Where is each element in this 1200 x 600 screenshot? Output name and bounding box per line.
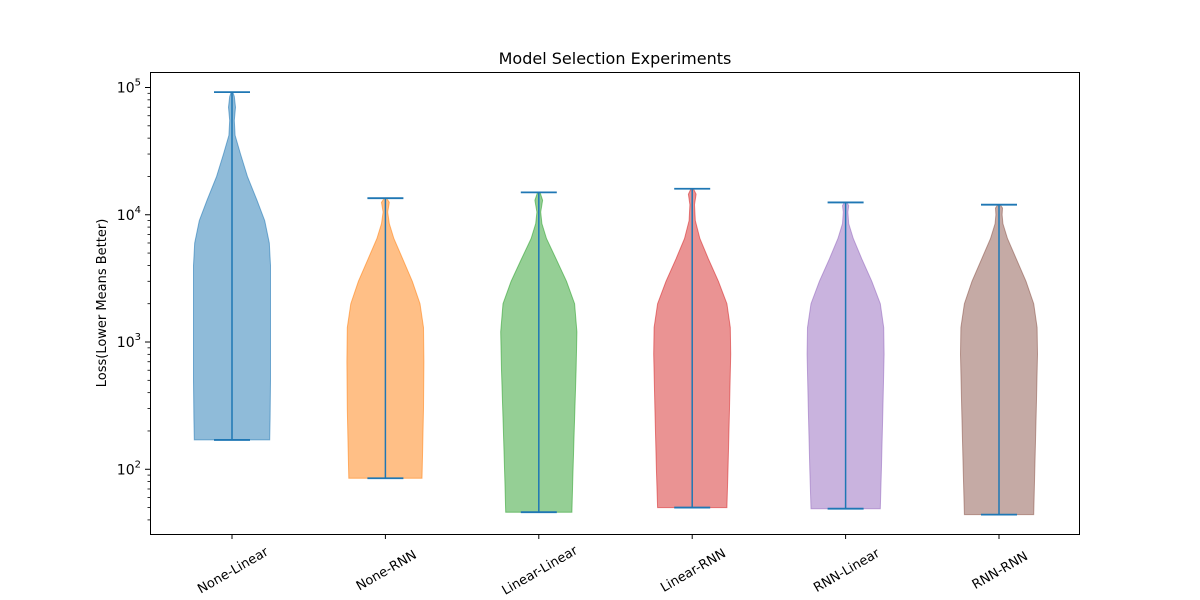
chart-title: Model Selection Experiments xyxy=(499,49,732,68)
violin-rnn-rnn xyxy=(959,203,1039,516)
y-tick-label: 102 xyxy=(117,459,141,478)
y-tick-label: 104 xyxy=(117,205,141,224)
violin-linear-linear xyxy=(500,191,578,514)
violins-layer xyxy=(193,91,1039,516)
y-axis-label: Loss(Lower Means Better) xyxy=(95,219,110,388)
violin-none-linear xyxy=(193,91,271,441)
y-tick-label: 105 xyxy=(117,78,141,97)
y-tick-label: 103 xyxy=(117,332,141,351)
violin-linear-rnn xyxy=(653,187,732,509)
violin-none-rnn xyxy=(346,197,425,480)
y-axis: 102 103 104 105 xyxy=(117,78,151,521)
violin-rnn-linear xyxy=(806,201,885,510)
plot-frame xyxy=(150,72,1080,535)
